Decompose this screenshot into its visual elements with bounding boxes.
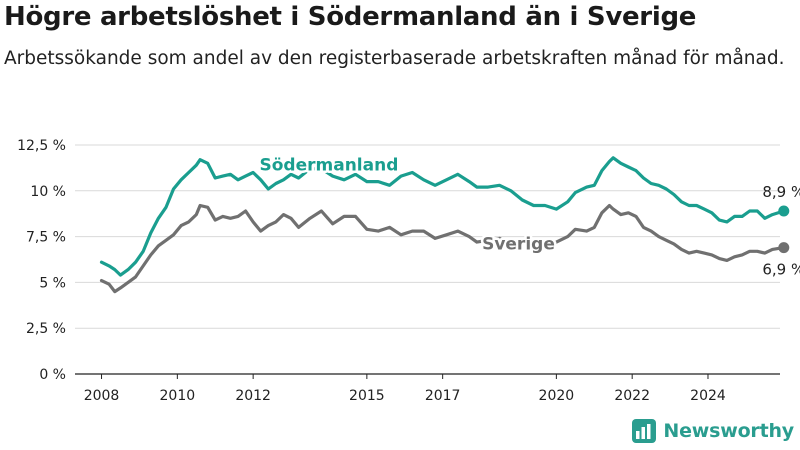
series-labels: Södermanland 8,9 % Sverige 6,9 %: [257, 153, 800, 279]
chart-title: Högre arbetslöshet i Södermanland än i S…: [4, 2, 697, 32]
y-tick-label: 2,5 %: [26, 321, 66, 337]
chart-subtitle: Arbetssökande som andel av den registerb…: [4, 48, 785, 69]
series-line-1: [99, 203, 786, 294]
x-tick-label: 2022: [614, 388, 650, 404]
series-name-label: Sverige: [482, 234, 555, 254]
series-name-label: Södermanland: [260, 156, 399, 176]
x-tick-label: 2010: [160, 388, 196, 404]
y-tick-label: 12,5 %: [17, 138, 66, 154]
grid-lines: [75, 144, 780, 375]
y-tick-label: 5 %: [39, 275, 66, 291]
x-tick-label: 2012: [235, 388, 271, 404]
series-line-0: [99, 156, 786, 277]
brand-logo: Newsworthy: [631, 418, 794, 444]
series-end-value: 8,9 %: [762, 183, 800, 201]
brand-name: Newsworthy: [663, 420, 794, 442]
y-tick-label: 7,5 %: [26, 230, 66, 246]
x-tick-label: 2017: [425, 388, 461, 404]
x-tick-label: 2015: [349, 388, 385, 404]
y-tick-label: 10 %: [30, 184, 66, 200]
y-axis-labels: 0 % 2,5 % 5 % 7,5 % 10 % 12,5 %: [17, 138, 66, 383]
series-end-value: 6,9 %: [762, 261, 800, 279]
x-tick-label: 2008: [84, 388, 120, 404]
x-tick-label: 2024: [690, 388, 726, 404]
x-axis: 2008 2010 2012 2015 2017 2020 2022 2024: [84, 374, 726, 404]
series-lines: [99, 156, 790, 294]
series-end-point: [778, 205, 790, 217]
x-tick-label: 2020: [539, 388, 575, 404]
newsworthy-icon: [632, 419, 657, 443]
series-end-point: [778, 242, 790, 254]
y-tick-label: 0 %: [39, 367, 66, 383]
